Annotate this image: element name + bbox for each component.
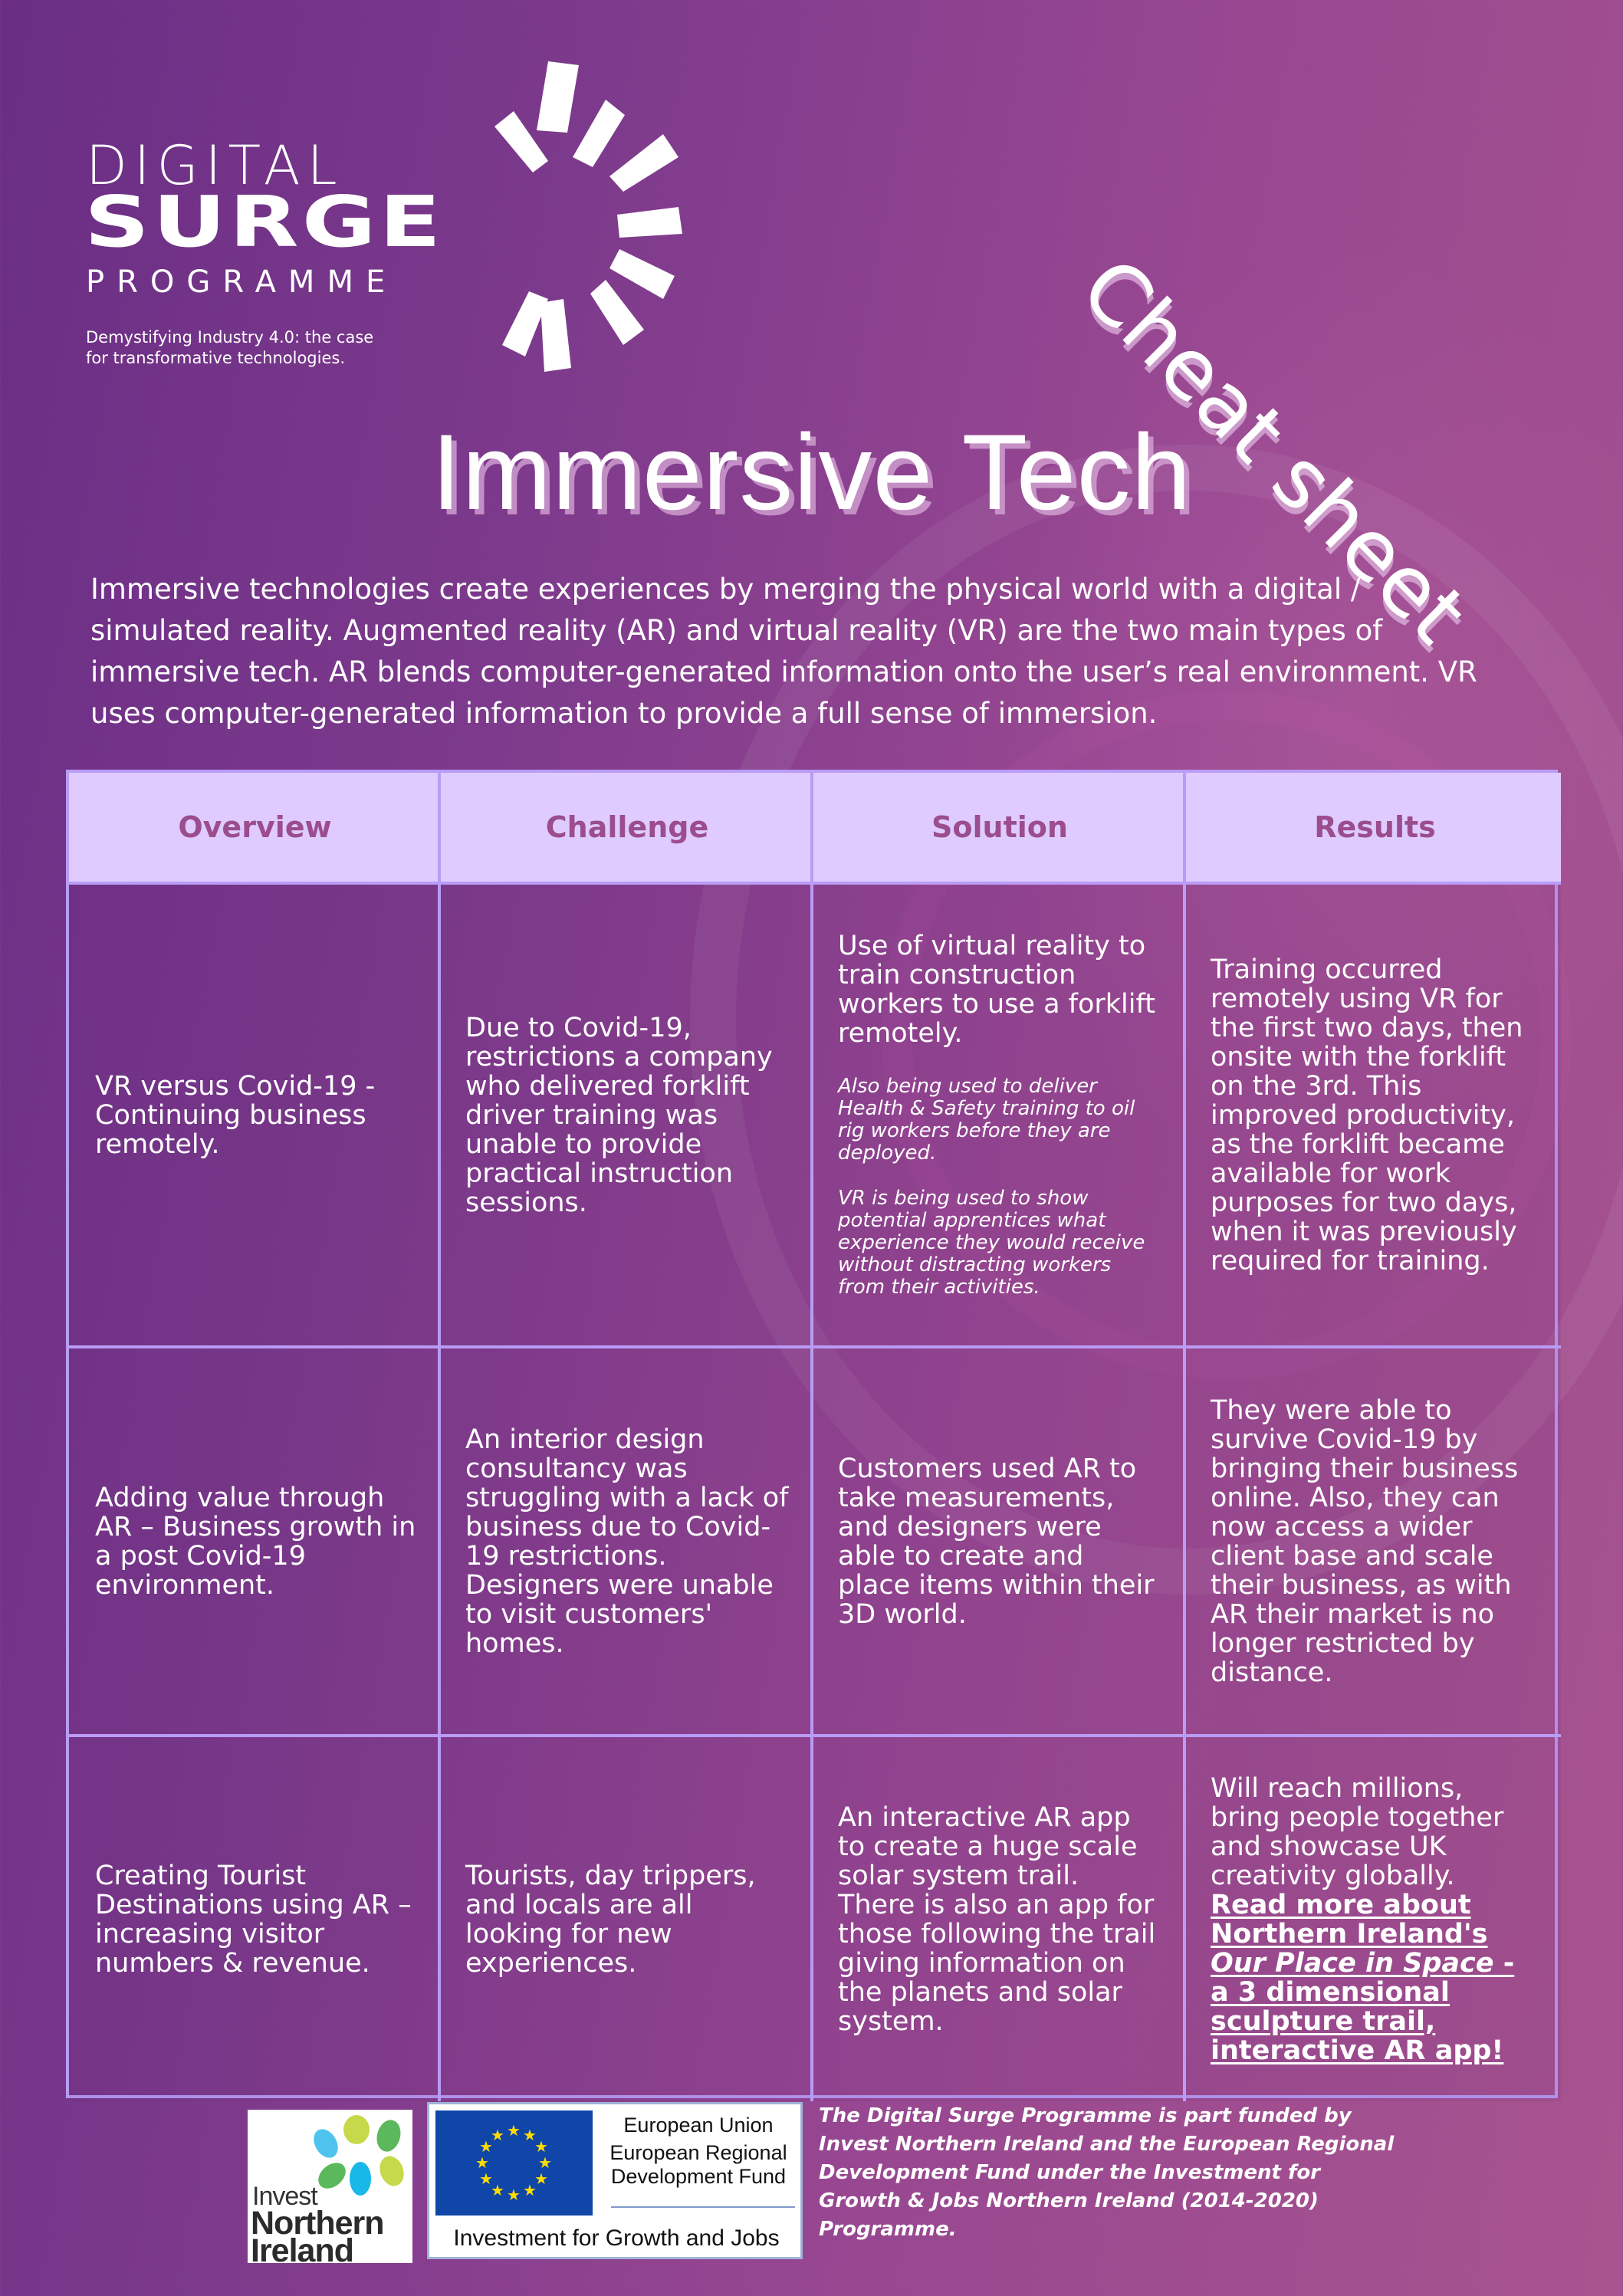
eu-erdf-logo: ★ ★ ★ ★ ★ ★ ★ ★ ★ ★ ★ ★ European Union E… — [427, 2102, 803, 2259]
svg-text:★: ★ — [479, 2170, 493, 2188]
invest-ni-text: Ireland — [251, 2232, 354, 2269]
sunburst-icon — [494, 61, 682, 372]
overview-text: Adding value through AR – Business growt… — [95, 1482, 416, 1601]
svg-text:★: ★ — [523, 2126, 537, 2144]
tagline-line-1: Demystifying Industry 4.0: the case — [86, 328, 374, 347]
solution-note: Also being used to deliver Health & Safe… — [838, 1075, 1135, 1164]
row3-results: Will reach millions, bring people togeth… — [1186, 1737, 1561, 2101]
eu-text-line: Development Fund — [610, 2165, 787, 2188]
svg-text:★: ★ — [507, 2121, 521, 2140]
row3-solution: An interactive AR app to create a huge s… — [813, 1737, 1186, 2101]
svg-text:★: ★ — [507, 2186, 521, 2204]
invest-ni-text: Northern — [251, 2205, 385, 2242]
link-text: Read more about Northern Ireland's — [1211, 1889, 1488, 1949]
svg-text:★: ★ — [491, 2181, 504, 2199]
invest-ni-text: Invest — [252, 2182, 318, 2211]
solution-text: Customers used AR to take measurements, … — [838, 1453, 1155, 1630]
row3-overview: Creating Tourist Destinations using AR –… — [69, 1737, 441, 2101]
overview-text: Creating Tourist Destinations using AR –… — [95, 1860, 412, 1979]
svg-text:★: ★ — [538, 2153, 552, 2172]
solution-text: Use of virtual reality to train construc… — [838, 931, 1155, 1049]
column-header-overview: Overview — [69, 773, 441, 885]
eu-flag-icon: ★ ★ ★ ★ ★ ★ ★ ★ ★ ★ ★ ★ — [435, 2110, 593, 2216]
row1-solution: Use of virtual reality to train construc… — [813, 885, 1186, 1348]
tagline-line-2: for transformative technologies. — [86, 349, 346, 367]
logo-surge-text: SURGE — [84, 180, 445, 263]
svg-text:★: ★ — [534, 2170, 548, 2188]
row1-challenge: Due to Covid-19, restrictions a company … — [441, 885, 813, 1348]
eu-text: Investment for Growth and Jobs — [453, 2225, 780, 2251]
overview-text: VR versus Covid-19 - Continuing business… — [95, 1070, 376, 1160]
results-text: Will reach millions, bring people togeth… — [1211, 1772, 1504, 1891]
results-text: They were able to survive Covid-19 by br… — [1211, 1394, 1519, 1688]
svg-text:★: ★ — [479, 2137, 493, 2156]
logo-digital-text: DIGITAL — [86, 134, 344, 197]
row2-results: They were able to survive Covid-19 by br… — [1186, 1348, 1561, 1737]
invest-ni-petals-icon — [314, 2115, 404, 2196]
challenge-text: Due to Covid-19, restrictions a company … — [465, 1012, 773, 1218]
challenge-text: An interior design consultancy was strug… — [465, 1424, 789, 1659]
column-header-challenge: Challenge — [441, 773, 813, 885]
eu-text: European Union — [623, 2114, 774, 2137]
svg-text:★: ★ — [491, 2126, 504, 2144]
link-text-italic: Our Place in Space — [1211, 1947, 1494, 1979]
column-header-solution: Solution — [813, 773, 1186, 885]
svg-text:★: ★ — [523, 2181, 537, 2199]
eu-text: European Regional Development Fund — [600, 2141, 797, 2189]
solution-note: VR is being used to show potential appre… — [838, 1187, 1145, 1299]
row1-results: Training occurred remotely using VR for … — [1186, 885, 1561, 1348]
results-text: Training occurred remotely using VR for … — [1211, 954, 1523, 1276]
invest-ni-logo: Invest Northern Ireland — [248, 2110, 412, 2269]
solution-text: An interactive AR app to create a huge s… — [838, 1802, 1156, 2037]
row1-overview: VR versus Covid-19 - Continuing business… — [69, 885, 441, 1348]
link-text: - a 3 dimensional sculpture trail, inter… — [1211, 1947, 1515, 2066]
logo-programme-text: PROGRAMME — [86, 264, 398, 300]
row2-solution: Customers used AR to take measurements, … — [813, 1348, 1186, 1737]
row2-overview: Adding value through AR – Business growt… — [69, 1348, 441, 1737]
logo-tagline: Demystifying Industry 4.0: the case for … — [86, 327, 485, 369]
digital-surge-logo: DIGITAL SURGE PROGRAMME Demystifying Ind… — [84, 57, 698, 379]
svg-text:★: ★ — [475, 2153, 489, 2172]
svg-text:★: ★ — [534, 2137, 548, 2156]
challenge-text: Tourists, day trippers, and locals are a… — [465, 1860, 756, 1979]
page-title: Immersive Tech — [431, 412, 1192, 532]
eu-text-line: European Regional — [609, 2141, 787, 2164]
intro-paragraph: Immersive technologies create experience… — [90, 573, 1477, 730]
row3-challenge: Tourists, day trippers, and locals are a… — [441, 1737, 813, 2101]
our-place-in-space-link[interactable]: Read more about Northern Ireland's Our P… — [1211, 1890, 1539, 2065]
funding-statement: The Digital Surge Programme is part fund… — [819, 2104, 1395, 2241]
row2-challenge: An interior design consultancy was strug… — [441, 1348, 813, 1737]
column-header-results: Results — [1186, 773, 1561, 885]
case-study-table: Overview Challenge Solution Results VR v… — [66, 770, 1561, 2101]
divider — [611, 2206, 795, 2208]
